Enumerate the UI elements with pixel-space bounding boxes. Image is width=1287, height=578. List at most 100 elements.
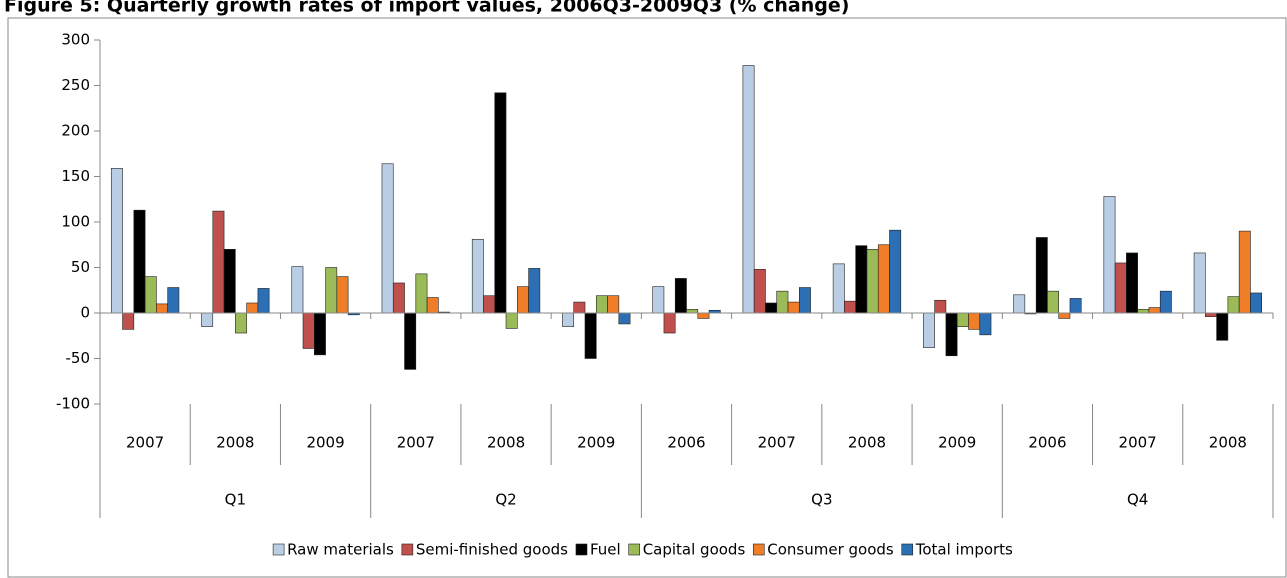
bar — [855, 245, 868, 314]
x-group-label: Q2 — [495, 491, 516, 509]
bar — [1159, 290, 1172, 314]
bar — [156, 303, 168, 314]
bar — [144, 276, 157, 314]
bar — [968, 312, 981, 330]
legend-swatch — [272, 543, 285, 556]
bar — [1035, 237, 1048, 314]
bar — [866, 249, 879, 314]
x-tick-label: 2009 — [577, 434, 615, 452]
bar — [483, 295, 496, 314]
bar — [325, 267, 338, 314]
chart-title: Figure 5: Quarterly growth rates of impo… — [4, 0, 849, 17]
legend-swatch — [401, 543, 414, 556]
bar — [133, 209, 146, 314]
y-tick-label: 150 — [61, 167, 90, 185]
x-tick-label: 2007 — [126, 434, 164, 452]
bar — [302, 312, 315, 349]
x-tick-label: 2008 — [487, 434, 525, 452]
y-tick-label: 200 — [61, 122, 90, 140]
bar — [415, 273, 428, 314]
legend-label: Capital goods — [643, 541, 746, 559]
x-tick-label: 2007 — [1119, 434, 1157, 452]
bar — [697, 312, 710, 319]
bar — [494, 92, 507, 314]
legend-label: Fuel — [590, 541, 621, 559]
bar — [201, 312, 214, 327]
bar — [1250, 292, 1263, 314]
y-tick-label: 0 — [80, 304, 90, 322]
bar — [1205, 312, 1217, 317]
bar — [1047, 290, 1060, 314]
bar — [573, 301, 586, 314]
bar — [1058, 312, 1071, 319]
bar — [753, 269, 766, 314]
x-tick-label: 2006 — [1028, 434, 1066, 452]
legend-swatch — [901, 543, 914, 556]
bar — [1069, 298, 1082, 314]
x-tick-label: 2006 — [667, 434, 705, 452]
x-tick-label: 2008 — [1209, 434, 1247, 452]
bar — [1148, 307, 1161, 314]
y-tick-label: -100 — [56, 395, 90, 413]
bar — [979, 312, 992, 336]
bar — [787, 301, 800, 314]
bar — [212, 210, 225, 314]
x-group-label: Q3 — [811, 491, 832, 509]
x-tick-label: 2008 — [216, 434, 254, 452]
bar — [505, 312, 518, 329]
bar — [1227, 296, 1240, 314]
bar — [923, 312, 935, 348]
y-tick-label: 250 — [61, 76, 90, 94]
legend-swatch — [628, 543, 640, 556]
bar — [844, 300, 856, 314]
x-group-label: Q1 — [225, 491, 246, 509]
bar — [1103, 196, 1116, 314]
legend-label: Consumer goods — [767, 541, 894, 559]
x-tick-label: 2007 — [758, 434, 796, 452]
bar — [528, 268, 541, 314]
bar — [1193, 252, 1206, 314]
bar — [776, 290, 789, 314]
bar — [167, 287, 180, 314]
bar — [562, 312, 575, 327]
bar — [674, 278, 687, 314]
bar — [832, 263, 845, 314]
x-group-label: Q4 — [1127, 491, 1148, 509]
bar — [1137, 309, 1150, 314]
chart-border — [7, 17, 1287, 578]
bar — [1216, 312, 1229, 341]
bar — [934, 299, 947, 314]
bar — [404, 312, 417, 370]
bar — [765, 302, 778, 314]
bar — [223, 249, 236, 314]
bar — [652, 286, 665, 314]
bar — [517, 286, 529, 314]
bar — [889, 229, 902, 314]
bar — [956, 312, 969, 327]
x-tick-label: 2009 — [938, 434, 976, 452]
x-tick-label: 2007 — [397, 434, 435, 452]
y-tick-label: -50 — [66, 349, 91, 367]
legend-swatch — [575, 543, 588, 556]
bar — [686, 309, 699, 314]
bar — [1114, 262, 1127, 314]
bar — [1126, 252, 1138, 314]
legend-label: Raw materials — [287, 541, 394, 559]
y-tick-label: 100 — [61, 213, 90, 231]
bar — [618, 312, 631, 325]
legend-label: Semi-finished goods — [416, 541, 568, 559]
bar — [877, 244, 890, 314]
bar — [392, 282, 405, 314]
bar — [607, 295, 620, 314]
bar — [313, 312, 326, 356]
bar — [336, 276, 349, 314]
bar — [122, 312, 135, 330]
bar — [742, 65, 755, 314]
legend-swatch — [752, 543, 765, 556]
bar — [945, 312, 958, 357]
bar — [381, 163, 394, 314]
y-tick-label: 300 — [61, 31, 90, 49]
bar — [471, 238, 484, 314]
bar — [426, 297, 439, 314]
